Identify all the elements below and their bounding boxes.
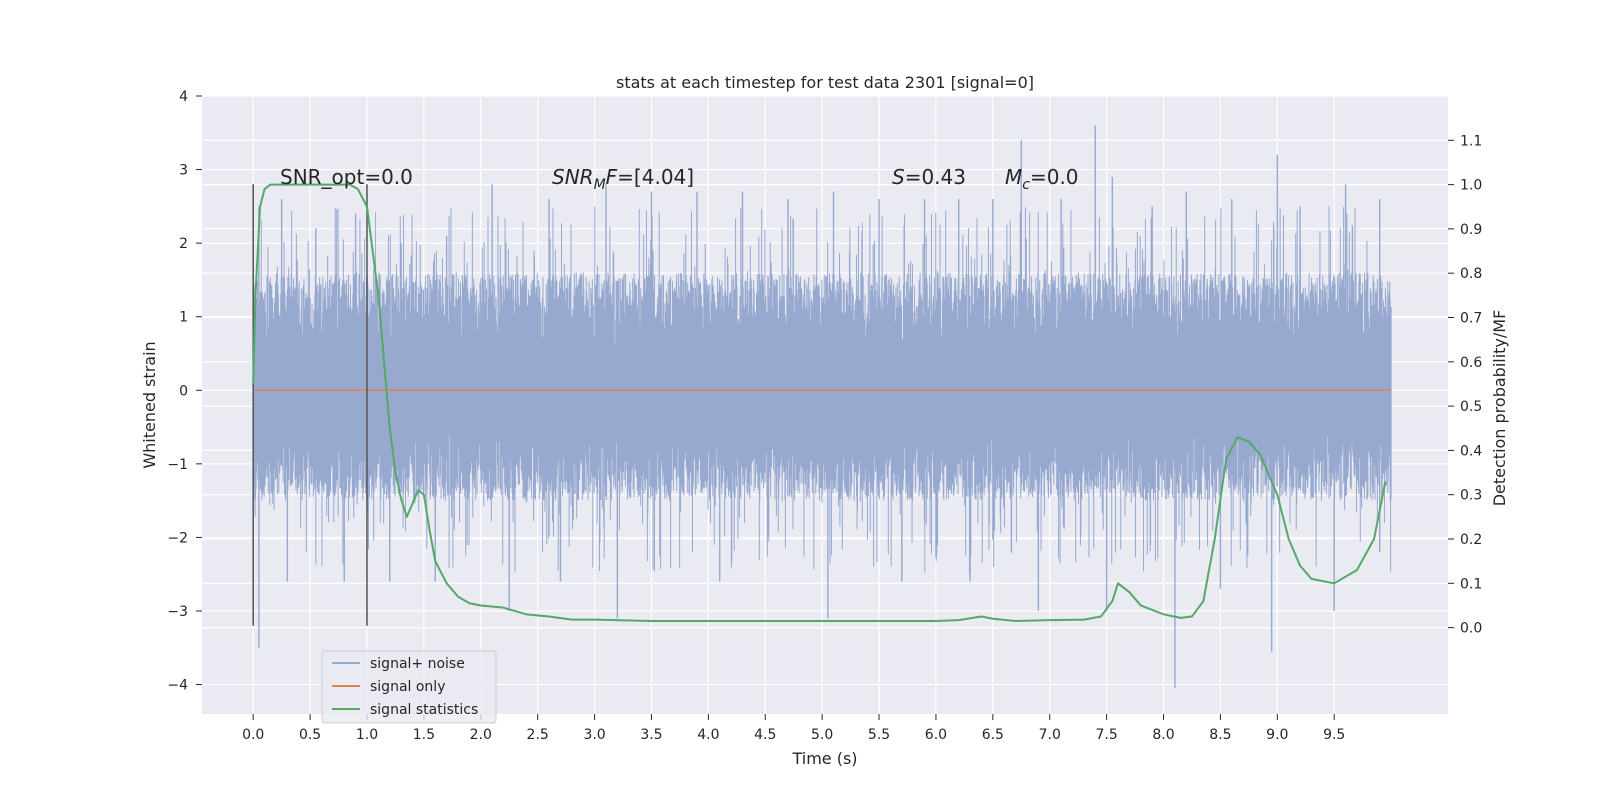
series-signal-noise [252,125,1392,689]
y-tick-label: 3 [179,163,188,179]
x-axis-label: Time (s) [791,749,857,768]
x-tick-label: 0.5 [299,727,321,743]
x-tick-label: 3.0 [583,727,605,743]
y-axis-label: Whitened strain [140,341,159,468]
y2-tick-label: 0.0 [1460,621,1482,637]
x-tick-label: 3.5 [640,727,662,743]
legend: signal+ noise signal only signal statist… [321,650,497,724]
legend-label-signal-noise: signal+ noise [370,656,465,672]
y2-tick-label: 0.3 [1460,488,1482,504]
y2-tick-label: 0.1 [1460,576,1482,592]
x-tick-label: 6.5 [982,727,1004,743]
x-tick-label: 5.5 [868,727,890,743]
x-tick-label: 9.5 [1323,727,1345,743]
x-tick-label: 1.5 [413,727,435,743]
legend-box [321,650,497,724]
legend-label-signal-statistics: signal statistics [370,702,478,718]
x-tick-label: 2.5 [527,727,549,743]
x-tick-label: 8.5 [1209,727,1231,743]
y2-tick-label: 0.8 [1460,266,1482,282]
y2-tick-label: 0.9 [1460,222,1482,238]
x-tick-label: 4.5 [754,727,776,743]
legend-label-signal-only: signal only [370,679,445,695]
y2-tick-label: 1.1 [1460,133,1482,149]
y2-tick-label: 0.2 [1460,532,1482,548]
x-tick-label: 8.0 [1152,727,1174,743]
x-tick-label: 7.0 [1039,727,1061,743]
chart-title: stats at each timestep for test data 230… [616,73,1034,92]
y-tick-label: −2 [167,530,188,546]
y2-tick-label: 0.4 [1460,443,1482,459]
annotation-s: S=0.43 [892,165,966,189]
x-tick-label: 6.0 [925,727,947,743]
y-tick-label: 2 [179,236,188,252]
y-tick-label: −3 [167,604,188,620]
x-tick-label: 0.0 [242,727,264,743]
x-tick-label: 1.0 [356,727,378,743]
series-signal-statistics [252,183,1387,622]
x-tick-label: 7.5 [1095,727,1117,743]
y2-axis-label: Detection probability/MF [1490,310,1509,507]
x-tick-label: 9.0 [1266,727,1288,743]
annotation-snr-opt: SNR_opt=0.0 [280,165,413,189]
y-tick-label: 0 [179,383,188,399]
y-tick-label: 4 [179,89,188,105]
y-tick-label: −1 [167,457,188,473]
x-tick-label: 4.0 [697,727,719,743]
y2-tick-label: 1.0 [1460,178,1482,194]
x-tick-label: 5.0 [811,727,833,743]
x-tick-label: 2.0 [470,727,492,743]
annotation-snr-mf: SNRMF=[4.04] [552,165,694,193]
y-tick-label: 1 [179,310,188,326]
noise-spikes [258,125,1381,689]
y2-tick-label: 0.6 [1460,355,1482,371]
y-tick-label: −4 [167,678,188,694]
tick-labels: 0.0 0.5 1.0 1.5 2.0 2.5 3.0 3.5 4.0 4.5 5.0 5.5 6.0 6… [167,89,1482,743]
annotation-mc: Mc=0.0 [1005,165,1079,193]
y2-tick-label: 0.7 [1460,311,1482,327]
vertical-markers [252,184,368,626]
y2-tick-label: 0.5 [1460,399,1482,415]
statistics-curve [252,183,1387,622]
